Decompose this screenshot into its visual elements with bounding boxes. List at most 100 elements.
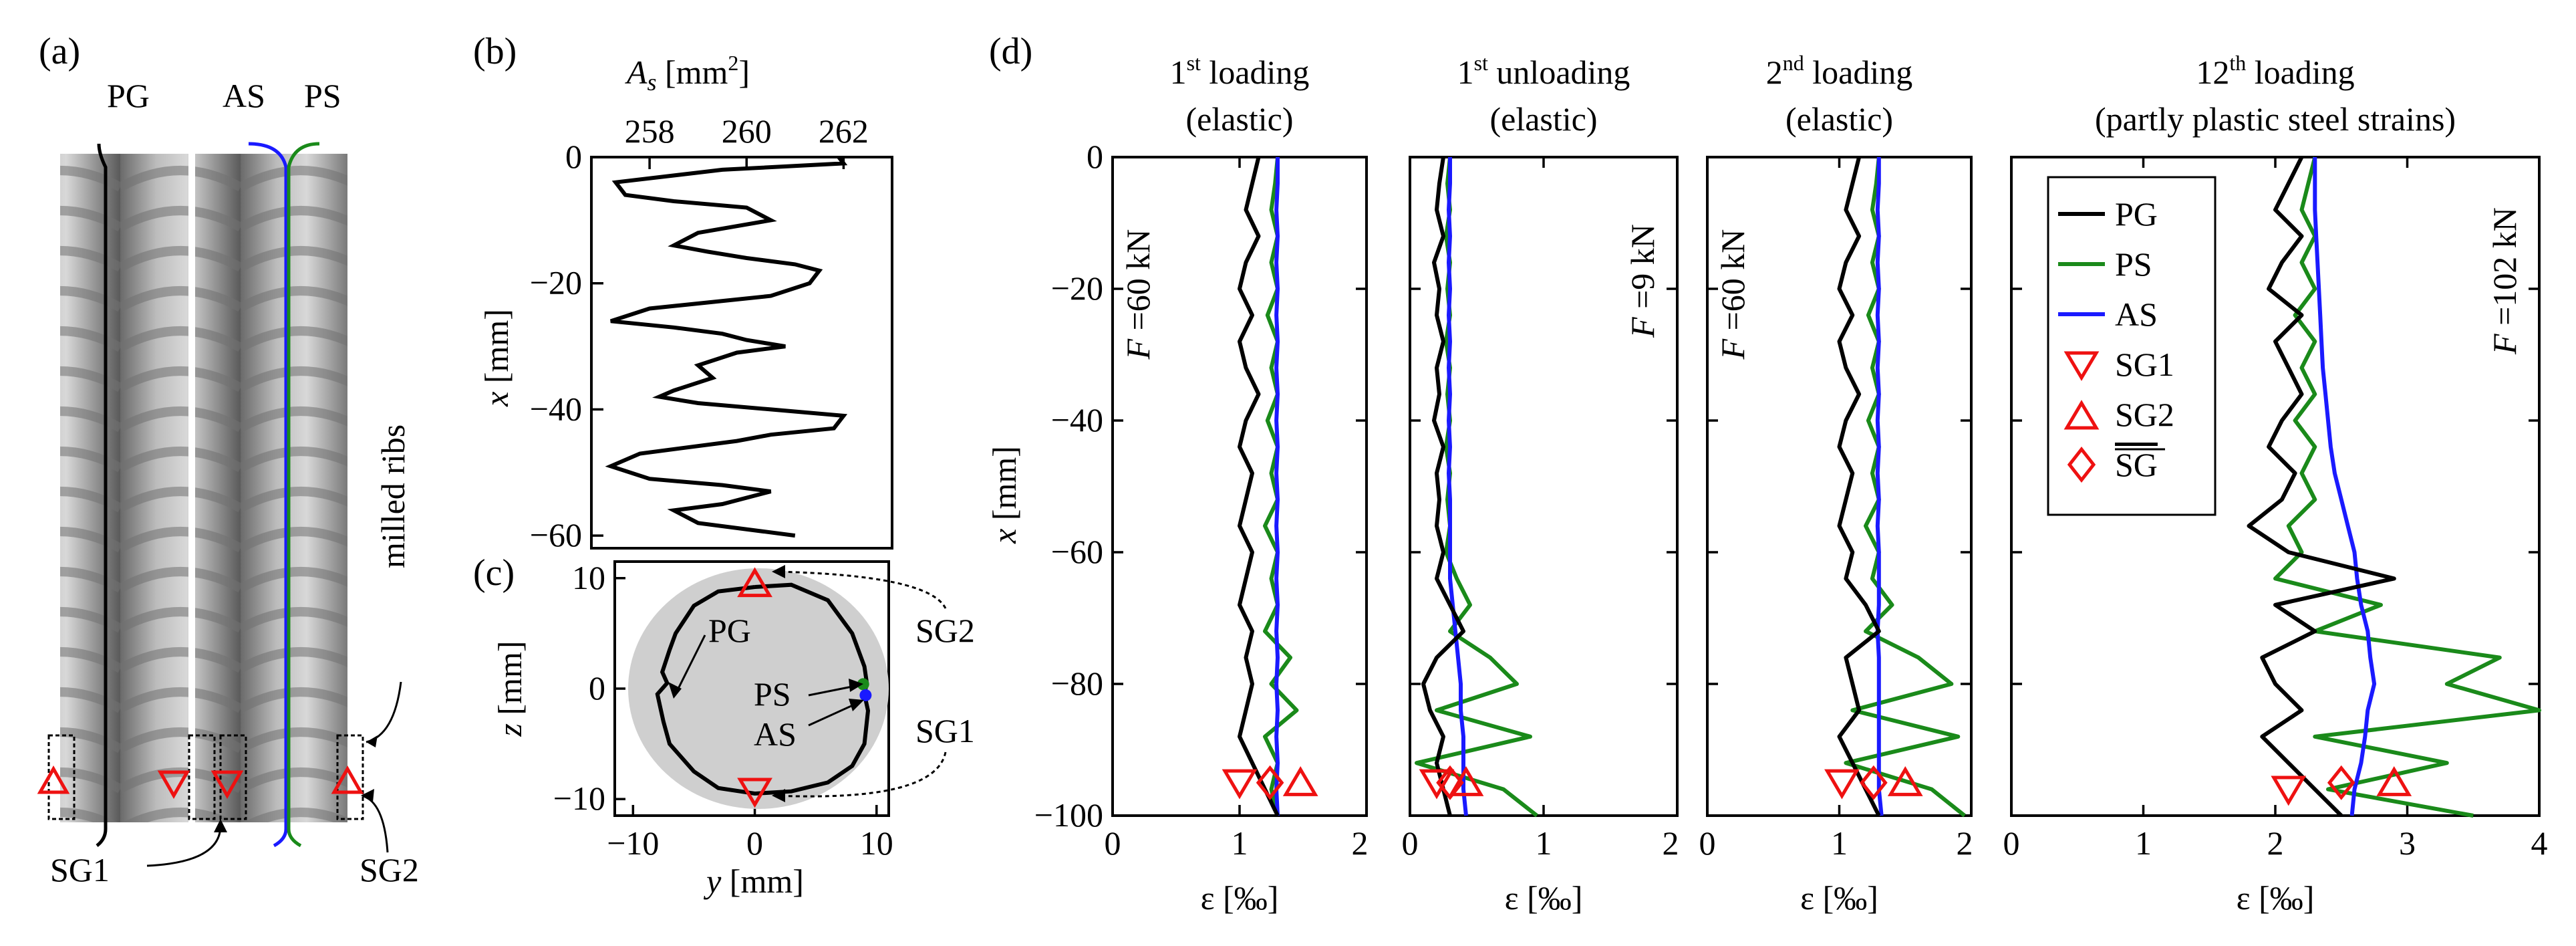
panel-b-ylabel-var: x xyxy=(478,392,515,407)
d-xtick-label: 0 xyxy=(1699,824,1716,862)
legend: PG PS AS SG1 SG2 SG xyxy=(2047,176,2216,516)
pg-label: PG xyxy=(107,77,150,114)
subplot-title-line2: (partly plastic steel strains) xyxy=(2095,100,2456,138)
title-num: 1 xyxy=(1457,53,1474,91)
legend-sgavg-label: SG xyxy=(2115,446,2158,483)
legend-pg-label: PG xyxy=(2115,195,2158,233)
as-sub: s xyxy=(647,69,656,96)
c-sg1-point xyxy=(737,778,772,808)
sg1-marker-b xyxy=(210,770,244,800)
d-xtick-label: 2 xyxy=(1957,824,1973,862)
panel-b-tag: (b) xyxy=(473,31,517,72)
marker-sg1 xyxy=(1419,769,1455,800)
c-sg1-arrow xyxy=(774,751,947,798)
series-as xyxy=(1875,157,1884,816)
d-xtick-label: 1 xyxy=(1536,824,1552,862)
legend-ps-label: PS xyxy=(2115,245,2152,283)
panel-c: (c) −10 0 10 10 0 −10 PG PS AS SG2 SG1 y [mm]… xyxy=(473,552,975,900)
c-as-arrowhead xyxy=(849,699,864,711)
c-ytick-label: −10 xyxy=(553,780,605,817)
series-pg xyxy=(1837,156,1881,817)
d-xtick-label: 1 xyxy=(1831,824,1848,862)
c-ps-label: PS xyxy=(754,675,791,713)
as-sup: 2 xyxy=(728,51,738,75)
subplot-xlabel: ε [‰] xyxy=(2237,879,2315,917)
as-series-line xyxy=(605,156,848,538)
panel-b-frame xyxy=(590,156,893,550)
panel-c-xlabel: y [mm] xyxy=(703,862,804,900)
panel-b-ticks: 258 260 262 0 −20 −40 −60 xyxy=(530,112,869,554)
c-xtick-label: 0 xyxy=(746,824,763,862)
panel-c-xlabel-unit: [mm] xyxy=(721,862,804,900)
series-pg xyxy=(1238,156,1280,817)
panel-d-subplots: 1st loading(elastic)0 1 20−20−40−60−80−100… xyxy=(1034,51,2548,917)
rebar-split xyxy=(188,154,195,822)
subplot-d2: 1st unloading(elastic)0 1 2ε [‰]F =9 kN xyxy=(1402,51,1679,917)
c-sg1-arrowhead xyxy=(772,789,785,802)
ps-line xyxy=(287,142,320,848)
panel-b: (b) As [mm2] 258 260 262 0 −20 −40 −60 x [mm] xyxy=(473,31,893,554)
marker-sg1 xyxy=(1222,769,1258,800)
panel-c-ticks: −10 0 10 10 0 −10 xyxy=(553,559,893,862)
sg1-arrow-a xyxy=(146,825,222,867)
panel-c-xlabel-var: y xyxy=(703,862,722,900)
sg2-marker-right xyxy=(331,765,364,794)
marker-sg2 xyxy=(1282,766,1318,796)
subplot-xlabel: ε [‰] xyxy=(1505,879,1583,917)
c-sg2-arrow xyxy=(774,570,947,609)
as-label: AS xyxy=(223,77,265,114)
milled-rib-box-3 xyxy=(219,734,247,820)
rebar-left-half xyxy=(130,154,197,822)
force-label: F =9 kN xyxy=(1624,224,1661,338)
milled-rib-box-2 xyxy=(188,734,216,820)
series-as xyxy=(2313,157,2377,816)
c-ytick-label: 0 xyxy=(589,669,605,707)
subplot-title-line1: 2nd loading xyxy=(1766,51,1912,91)
milled-rib-box-4 xyxy=(336,734,364,820)
marker-sg1 xyxy=(1824,769,1860,800)
milled-arrowhead xyxy=(366,735,378,747)
subplot-title-line1: 12th loading xyxy=(2196,51,2354,91)
panel-c-tag: (c) xyxy=(473,552,515,594)
sg1-label-a: SG1 xyxy=(50,851,110,889)
marker-sg2 xyxy=(1448,766,1484,796)
panel-d-tag: (d) xyxy=(989,31,1032,72)
b-ytick-label: −40 xyxy=(530,390,582,427)
c-sg2-point xyxy=(737,567,772,598)
panel-d-ylabel: x [mm] xyxy=(986,446,1023,544)
force-value: =102 kN xyxy=(2486,207,2523,334)
d-ytick-label: −20 xyxy=(1051,269,1103,307)
series-ps xyxy=(2273,156,2541,818)
panel-c-ylabel-unit: [mm] xyxy=(491,640,529,723)
panel-b-ylabel: x [mm] xyxy=(478,309,515,407)
subplot-xlabel: ε [‰] xyxy=(1800,879,1878,917)
title-num: 1 xyxy=(1170,53,1187,91)
b-xtick-label: 262 xyxy=(819,112,869,150)
pg-contour xyxy=(655,582,871,796)
sg2-arrowhead-a xyxy=(361,789,374,802)
d-ytick-label: −80 xyxy=(1051,665,1103,702)
subplot-d1: 1st loading(elastic)0 1 20−20−40−60−80−100… xyxy=(1034,51,1369,917)
d-xtick-label: 1 xyxy=(2135,824,2152,862)
d-xtick-label: 2 xyxy=(2267,824,2284,862)
legend-sg2-label: SG2 xyxy=(2115,396,2174,433)
sg2-label-a: SG2 xyxy=(360,851,419,889)
subplot-title-line2: (elastic) xyxy=(1185,100,1293,138)
c-sg2-label: SG2 xyxy=(915,612,975,649)
series-ps xyxy=(1263,156,1299,816)
d-xtick-label: 2 xyxy=(1352,824,1369,862)
c-ps-arrowhead xyxy=(849,679,863,692)
marker-sgavg xyxy=(1860,765,1888,800)
series-pg xyxy=(1421,156,1465,816)
title-num: 12 xyxy=(2196,53,2229,91)
d-xtick-label: 1 xyxy=(1232,824,1248,862)
force-label: F =60 kN xyxy=(1119,229,1157,360)
c-as-label: AS xyxy=(754,715,797,753)
series-as xyxy=(1447,157,1468,816)
c-ytick-label: 10 xyxy=(572,559,605,596)
force-label: F =102 kN xyxy=(2486,207,2523,355)
rebar-right-image xyxy=(194,154,347,822)
b-ytick-label: 0 xyxy=(565,138,582,175)
legend-as-label: AS xyxy=(2115,295,2158,333)
panel-a-tag: (a) xyxy=(39,31,80,72)
